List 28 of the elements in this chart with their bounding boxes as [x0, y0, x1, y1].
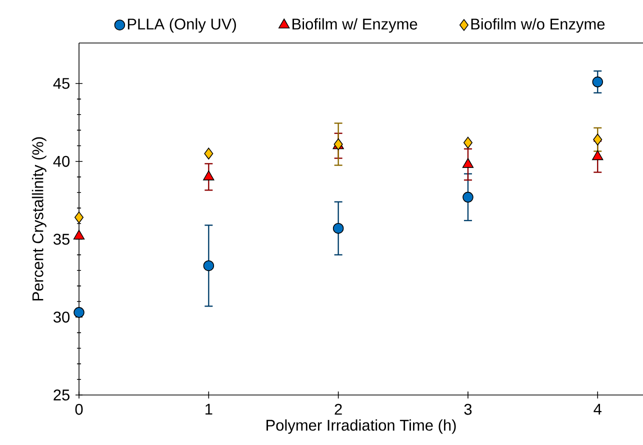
- point: [462, 158, 474, 168]
- y-tick-label: 25: [54, 389, 70, 400]
- point: [204, 148, 214, 160]
- y-tick-label: 45: [53, 78, 70, 89]
- x-tick-label: 1: [206, 404, 212, 415]
- x-tick-label: 2: [334, 404, 342, 415]
- x-tick-label: 4: [594, 404, 602, 415]
- point: [203, 260, 214, 272]
- point: [592, 76, 604, 88]
- point: [462, 192, 474, 203]
- y-tick-label: 30: [53, 312, 70, 323]
- legend-label: Biofilm w/ Enzyme: [292, 18, 418, 33]
- point: [463, 136, 472, 149]
- point: [74, 212, 84, 224]
- y-axis-title: Percent Crystallinity (%): [32, 137, 46, 300]
- x-axis-title: Polymer Irradiation Time (h): [266, 419, 456, 434]
- y-tick-label: 40: [53, 156, 70, 167]
- point: [203, 170, 214, 180]
- point: [74, 307, 84, 318]
- legend-label: PLLA (Only UV): [128, 18, 236, 33]
- point: [332, 222, 344, 234]
- point: [592, 150, 604, 160]
- x-tick-label: 0: [75, 404, 83, 415]
- point: [593, 134, 602, 146]
- y-tick-label: 35: [53, 234, 70, 245]
- point: [73, 230, 85, 240]
- legend-label: Biofilm w/o Enzyme: [471, 18, 605, 33]
- x-tick-label: 3: [464, 404, 472, 415]
